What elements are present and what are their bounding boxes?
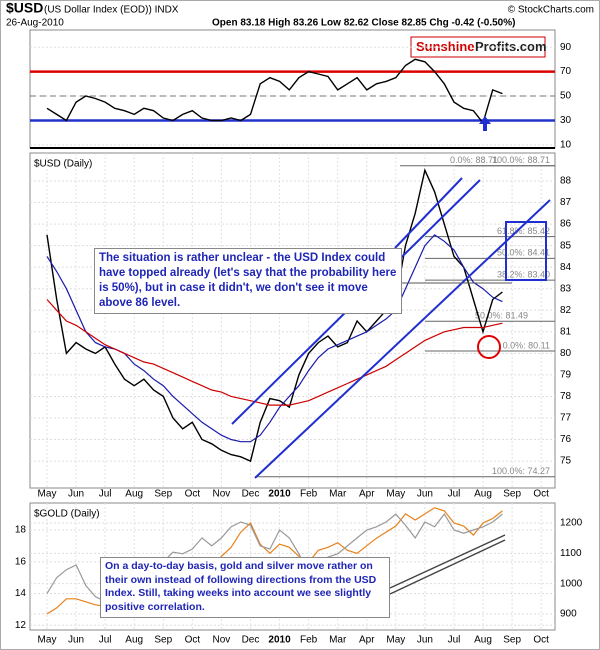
y-tick-label: 88: [560, 176, 572, 187]
y-tick-label: 87: [560, 197, 572, 208]
x-tick-label: Aug: [125, 635, 143, 646]
x-tick-label: Feb: [300, 635, 318, 646]
y-tick-label: 1200: [560, 518, 583, 529]
x-tick-label: Apr: [359, 635, 375, 646]
y-tick-label: 1000: [560, 578, 583, 589]
rsi-arrow: [479, 116, 491, 131]
stats: Open 83.18 High 83.26 Low 82.62 Close 82…: [212, 18, 515, 29]
x-tick-label: Oct: [533, 489, 549, 500]
x-tick-label: Jul: [99, 635, 112, 646]
series-line: [46, 299, 503, 406]
x-tick-label: Oct: [185, 635, 201, 646]
copyright: © StockCharts.com: [508, 5, 594, 16]
x-tick-label: Sep: [503, 489, 521, 500]
fib-label: 50.0%: 84.41: [497, 248, 550, 258]
price-annotation: The situation is rather unclear - the US…: [94, 248, 402, 314]
y-tick-label: 78: [560, 391, 572, 402]
fib-label: 61.8%: 85.42: [497, 226, 550, 236]
y-tick-label: 84: [560, 262, 572, 273]
symbol: $USD: [6, 0, 43, 16]
y-tick-label: 83: [560, 283, 572, 294]
series-line: [46, 58, 503, 125]
x-tick-label: Apr: [359, 489, 375, 500]
symbol-title: (US Dollar Index (EOD)) INDX: [44, 5, 179, 16]
y-tick-label: 50: [560, 91, 572, 102]
x-tick-label: May: [386, 489, 405, 500]
x-tick-label: Sep: [154, 635, 172, 646]
y-tick-label: 79: [560, 370, 572, 381]
y-tick-label: 12: [15, 620, 27, 631]
x-tick-label: May: [386, 635, 405, 646]
callout-line: [389, 539, 506, 595]
y-tick-label: 85: [560, 240, 572, 251]
fib-label: 100.0%: 74.27: [492, 466, 550, 476]
panel-title: $USD (Daily): [34, 159, 92, 170]
callout-line: [389, 534, 506, 589]
fib-label: 38.2%: 83.40: [497, 269, 550, 279]
y-tick-label: 900: [560, 609, 577, 620]
logo-dark: Profits.com: [475, 39, 547, 54]
fib-label: 0.0%: 88.71: [450, 155, 498, 165]
x-tick-label: Jun: [417, 489, 433, 500]
x-tick-label: Nov: [213, 635, 231, 646]
x-tick-label: May: [38, 635, 57, 646]
x-tick-label: Jul: [448, 489, 461, 500]
x-tick-label: Jul: [99, 489, 112, 500]
x-tick-label: Jun: [68, 489, 84, 500]
x-tick-label: Dec: [242, 489, 260, 500]
x-tick-label: Jun: [417, 635, 433, 646]
series-line: [46, 167, 503, 463]
x-tick-label: Mar: [329, 489, 347, 500]
channel-line: [394, 177, 463, 249]
x-tick-label: 2010: [268, 635, 291, 646]
fib-label: 0.0%: 80.11: [503, 340, 550, 350]
y-tick-label: 10: [560, 140, 572, 151]
x-tick-label: Nov: [213, 489, 231, 500]
x-tick-label: Sep: [503, 635, 521, 646]
fib-label: 50.0%: 81.49: [475, 311, 528, 321]
target-box: [505, 221, 547, 281]
y-tick-label: 76: [560, 434, 572, 445]
price-panel: [29, 152, 556, 489]
y-tick-label: 18: [15, 525, 27, 536]
y-tick-label: 81: [560, 326, 572, 337]
y-tick-label: 77: [560, 413, 572, 424]
channel-line: [254, 199, 551, 479]
y-tick-label: 70: [560, 66, 572, 77]
gold-panel: [29, 502, 556, 631]
panel-title: $GOLD (Daily): [34, 509, 100, 520]
y-tick-label: 30: [560, 115, 572, 126]
x-tick-label: Aug: [474, 489, 492, 500]
fib-label: 100.0%: 88.71: [492, 155, 550, 165]
x-tick-label: Aug: [474, 635, 492, 646]
x-tick-label: Sep: [154, 489, 172, 500]
x-tick-label: Oct: [185, 489, 201, 500]
y-tick-label: 1100: [560, 548, 582, 559]
x-tick-label: May: [38, 489, 57, 500]
y-tick-label: 82: [560, 305, 572, 316]
x-tick-label: Mar: [329, 635, 347, 646]
date: 26-Aug-2010: [6, 18, 64, 29]
bottom-circle: [477, 335, 501, 359]
logo-red: Sunshine: [416, 39, 475, 54]
x-tick-label: Jul: [448, 635, 461, 646]
y-tick-label: 16: [15, 556, 27, 567]
y-tick-label: 80: [560, 348, 572, 359]
gold-annotation: On a day-to-day basis, gold and silver m…: [100, 557, 390, 618]
y-tick-label: 90: [560, 42, 572, 53]
x-tick-label: Oct: [533, 635, 549, 646]
y-tick-label: 86: [560, 219, 572, 230]
y-tick-label: 14: [15, 588, 27, 599]
x-tick-label: Aug: [125, 489, 143, 500]
x-tick-label: Feb: [300, 489, 318, 500]
x-tick-label: Dec: [242, 635, 260, 646]
x-tick-label: 2010: [268, 489, 291, 500]
x-tick-label: Jun: [68, 635, 84, 646]
y-tick-label: 75: [560, 456, 572, 467]
